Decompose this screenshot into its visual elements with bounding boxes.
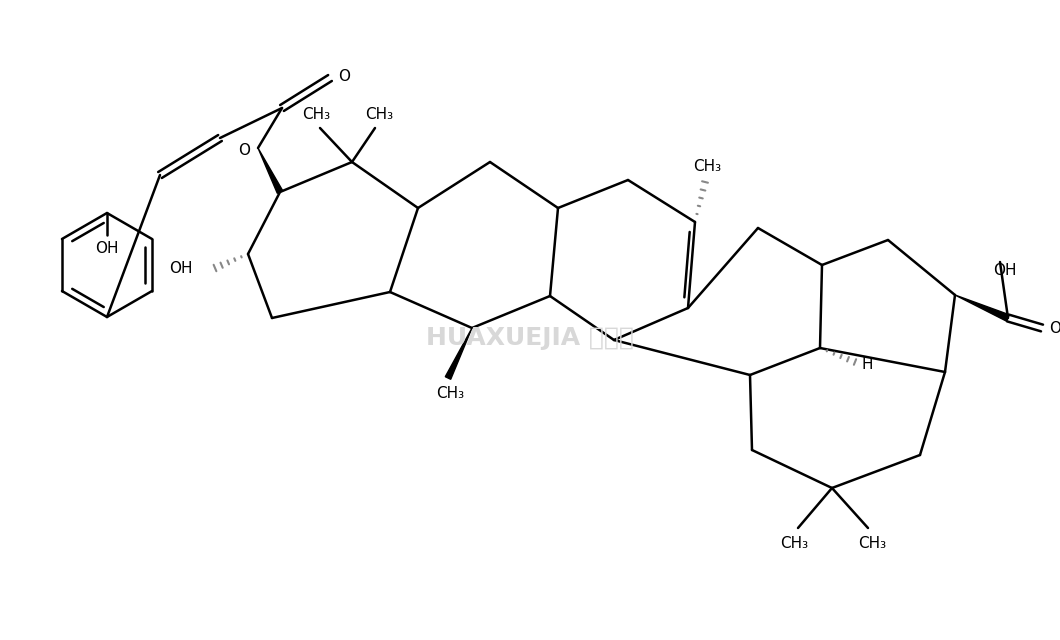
Polygon shape — [258, 148, 283, 193]
Text: CH₃: CH₃ — [693, 159, 721, 173]
Text: CH₃: CH₃ — [365, 106, 393, 122]
Text: CH₃: CH₃ — [302, 106, 330, 122]
Text: O: O — [338, 68, 350, 83]
Text: O: O — [1049, 321, 1060, 335]
Text: HUAXUEJIA 化学加: HUAXUEJIA 化学加 — [426, 326, 634, 350]
Text: OH: OH — [993, 262, 1017, 278]
Text: CH₃: CH₃ — [858, 536, 886, 552]
Polygon shape — [445, 328, 472, 380]
Text: CH₃: CH₃ — [436, 387, 464, 401]
Text: OH: OH — [170, 260, 193, 275]
Polygon shape — [955, 295, 1009, 321]
Text: H: H — [861, 356, 872, 371]
Text: O: O — [238, 143, 250, 157]
Text: OH: OH — [95, 241, 119, 255]
Text: CH₃: CH₃ — [780, 536, 808, 552]
